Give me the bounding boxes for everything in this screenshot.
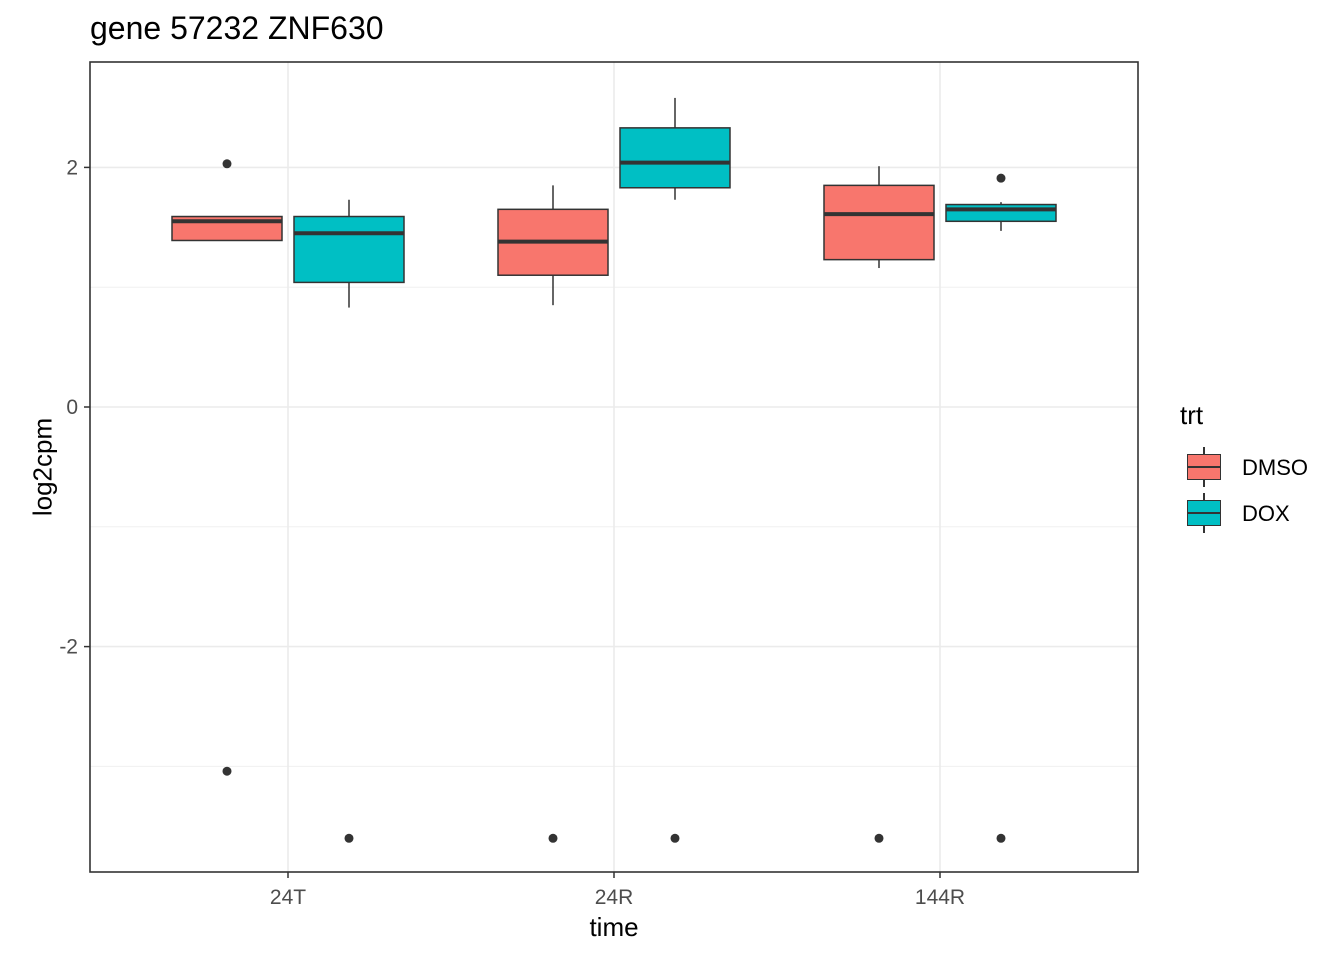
outlier-point-24t-dmso: [222, 766, 232, 776]
box-144r-dox: [945, 203, 1057, 223]
box-144r-dmso: [823, 184, 935, 261]
legend-label-dmso: DMSO: [1242, 455, 1308, 480]
legend-title: trt: [1180, 400, 1204, 430]
outlier-point-24t-dmso: [222, 159, 232, 169]
legend-key-dmso: [1180, 445, 1228, 491]
outlier-point-144r-dox: [996, 173, 1006, 183]
legend-label-dox: DOX: [1242, 501, 1290, 526]
y-tick-label: -2: [59, 636, 78, 659]
legend: trt DMSO DOX: [1180, 400, 1308, 537]
legend-item-dox: DOX: [1180, 491, 1308, 537]
x-tick-label: 24R: [595, 886, 634, 909]
outlier-point-144r-dmso: [874, 833, 884, 843]
y-axis-label: log2cpm: [27, 417, 58, 517]
y-tick-label: 0: [66, 396, 78, 419]
x-tick-label: 24T: [270, 886, 306, 909]
outlier-point-144r-dox: [996, 833, 1006, 843]
legend-key-dox: [1180, 491, 1228, 537]
chart-title: gene 57232 ZNF630: [90, 10, 384, 46]
legend-item-dmso: DMSO: [1180, 445, 1308, 491]
box-24t-dox: [293, 215, 405, 284]
outlier-point-24r-dox: [670, 833, 680, 843]
y-tick-label: 2: [66, 156, 78, 179]
outlier-point-24r-dmso: [548, 833, 558, 843]
x-axis-label: time: [589, 912, 639, 942]
x-tick-label: 144R: [915, 886, 965, 909]
outlier-point-24t-dox: [344, 833, 354, 843]
box-24r-dox: [619, 127, 731, 189]
